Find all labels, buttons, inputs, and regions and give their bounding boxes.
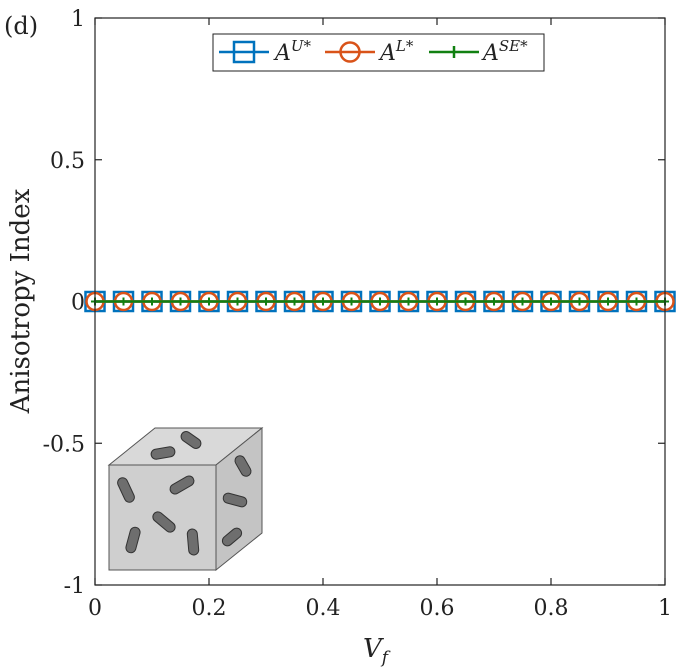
x-tick-label: 0.2 — [192, 596, 227, 621]
data-point-plus — [290, 297, 299, 306]
data-point-plus — [119, 297, 128, 306]
data-point-plus — [575, 297, 584, 306]
panel-label: (d) — [4, 12, 38, 40]
legend-sup-u: U* — [291, 37, 312, 55]
legend-sup-se: SE* — [499, 37, 528, 55]
y-axis-label: Anisotropy Index — [6, 188, 36, 414]
y-tick-label: -1 — [64, 574, 85, 599]
data-point-plus — [461, 297, 470, 306]
tick-labels: 0 0.2 0.4 0.6 0.8 1 -1 -0.5 0 0.5 1 — [43, 7, 672, 621]
x-axis-label: Vf — [363, 634, 391, 668]
y-tick-label: 0 — [71, 291, 85, 316]
data-point-plus — [433, 297, 441, 306]
data-point-plus — [347, 297, 356, 306]
data-point-plus — [547, 297, 555, 306]
legend-label-l: A — [378, 41, 396, 66]
x-tick-label: 1 — [658, 596, 672, 621]
data-point-plus — [604, 297, 612, 306]
x-tick-label: 0.4 — [306, 596, 341, 621]
data-point-plus — [148, 297, 156, 306]
plot-area-frame — [94, 17, 666, 586]
data-point-plus — [205, 297, 213, 306]
fiber-cube-illustration — [107, 426, 264, 572]
x-tick-label: 0.8 — [534, 596, 569, 621]
data-series — [84, 290, 676, 313]
data-point-plus — [233, 297, 242, 306]
y-tick-label: 1 — [71, 7, 85, 32]
svg-text:AL*: AL* — [378, 37, 414, 66]
data-point-plus — [490, 297, 498, 306]
legend-sup-l: L* — [395, 37, 414, 55]
legend-entry-l: AL* — [325, 37, 414, 66]
legend-entry-se: ASE* — [429, 37, 528, 66]
data-point-plus — [319, 297, 327, 306]
svg-text:AU*: AU* — [273, 37, 312, 66]
legend-label-u: A — [273, 41, 291, 66]
data-point-plus — [176, 297, 185, 306]
data-point-plus — [518, 297, 527, 306]
data-point-plus — [404, 297, 413, 306]
y-tick-label: -0.5 — [43, 432, 85, 457]
legend: AU* AL* ASE* — [212, 33, 545, 72]
x-tick-label: 0.6 — [420, 596, 455, 621]
x-tick-label: 0 — [88, 596, 102, 621]
legend-label-se: A — [481, 41, 499, 66]
svg-text:ASE*: ASE* — [481, 37, 528, 66]
x-axis-label-sub: f — [380, 648, 391, 668]
x-axis-label-main: V — [363, 634, 384, 664]
series-se — [91, 297, 669, 306]
data-point-plus — [376, 297, 384, 306]
data-point-plus — [262, 297, 270, 306]
legend-entry-u: AU* — [219, 37, 312, 66]
data-point-plus — [632, 297, 641, 306]
y-tick-label: 0.5 — [50, 149, 85, 174]
